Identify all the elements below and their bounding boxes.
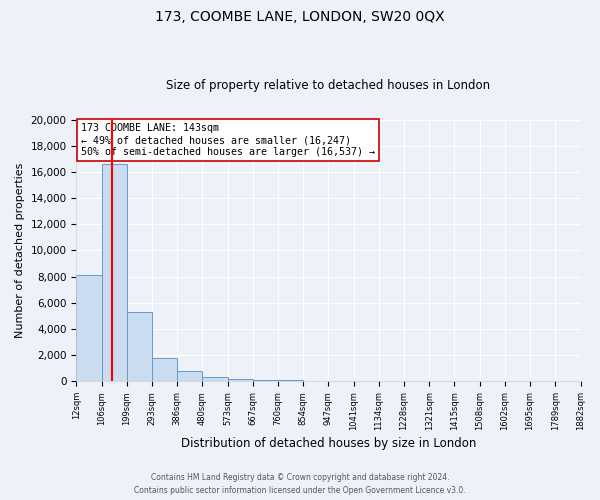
- Title: Size of property relative to detached houses in London: Size of property relative to detached ho…: [166, 79, 491, 92]
- Bar: [76, 275, 101, 381]
- Text: 173 COOMBE LANE: 143sqm
← 49% of detached houses are smaller (16,247)
50% of sem: 173 COOMBE LANE: 143sqm ← 49% of detache…: [82, 124, 376, 156]
- Bar: [152, 358, 177, 381]
- Y-axis label: Number of detached properties: Number of detached properties: [15, 162, 25, 338]
- X-axis label: Distribution of detached houses by size in London: Distribution of detached houses by size …: [181, 437, 476, 450]
- Bar: [227, 378, 253, 381]
- Bar: [127, 312, 152, 381]
- Text: Contains HM Land Registry data © Crown copyright and database right 2024.
Contai: Contains HM Land Registry data © Crown c…: [134, 474, 466, 495]
- Bar: [278, 380, 303, 381]
- Bar: [177, 372, 202, 381]
- Bar: [253, 380, 278, 381]
- Text: 173, COOMBE LANE, LONDON, SW20 0QX: 173, COOMBE LANE, LONDON, SW20 0QX: [155, 10, 445, 24]
- Bar: [202, 378, 227, 381]
- Bar: [101, 164, 127, 381]
